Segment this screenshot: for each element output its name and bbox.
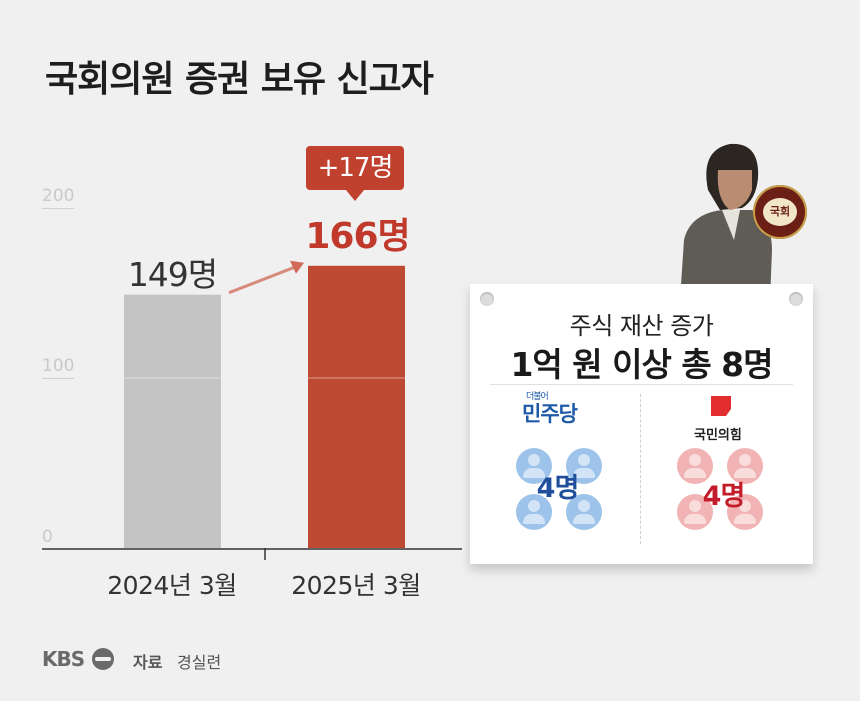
person-icon: [727, 494, 763, 530]
value-label-2024: 149명: [127, 255, 218, 294]
ppp-count: 4명: [702, 481, 746, 512]
ppp-people-icons: [673, 444, 773, 534]
ppp-logo-mark: [711, 396, 731, 416]
democratic-party-logo-main: 민주당: [522, 402, 578, 426]
person-icon: [727, 448, 763, 484]
kbs-logo: KBS: [42, 647, 85, 671]
democratic-count: 4명: [536, 473, 580, 504]
kbs-logo-mark: [92, 648, 114, 670]
card-subtitle: 주식 재산 증가: [569, 312, 714, 340]
page-title: 국회의원 증권 보유 신고자: [45, 59, 434, 100]
growth-arrow-head: [290, 260, 304, 274]
y-tick-100: 100: [42, 356, 75, 376]
source-label: 자료: [133, 653, 163, 672]
y-tick-200: 200: [42, 186, 75, 206]
source-name: 경실련: [177, 653, 222, 672]
bar-0: [124, 294, 221, 548]
person-icon: [566, 448, 602, 484]
person-icon: [516, 448, 552, 484]
ppp-logo-text: 국민의힘: [694, 428, 742, 443]
x-label-2024: 2024년 3월: [107, 571, 237, 600]
x-label-2025: 2025년 3월: [291, 571, 421, 600]
pin-right: [789, 292, 803, 306]
national-assembly-seal: 국회: [753, 185, 807, 239]
democratic-party-logo-small: 더불어: [526, 392, 549, 402]
info-card: 주식 재산 증가 1억 원 이상 총 8명 더불어 민주당 국민의힘 4명 4명: [470, 284, 813, 564]
y-tick-200-line: [42, 208, 74, 209]
pin-left: [480, 292, 494, 306]
value-label-2025: 166명: [305, 216, 410, 257]
change-badge: +17명: [306, 146, 404, 201]
person-icon: [566, 494, 602, 530]
person-icon: [677, 494, 713, 530]
y-tick-0: 0: [42, 527, 53, 547]
card-headline: 1억 원 이상 총 8명: [510, 345, 773, 384]
growth-arrow: [228, 265, 297, 295]
bar-1: [308, 265, 405, 548]
democratic-people-icons: [512, 444, 612, 534]
person-icon: [516, 494, 552, 530]
democratic-party-logo: 더불어 민주당: [522, 392, 578, 428]
person-icon: [677, 448, 713, 484]
y-tick-100-line: [42, 378, 74, 379]
card-divider: [490, 384, 793, 385]
seal-text: 국회: [763, 198, 797, 226]
card-column-divider: [640, 394, 641, 544]
lawmaker-illustration: [680, 143, 772, 300]
